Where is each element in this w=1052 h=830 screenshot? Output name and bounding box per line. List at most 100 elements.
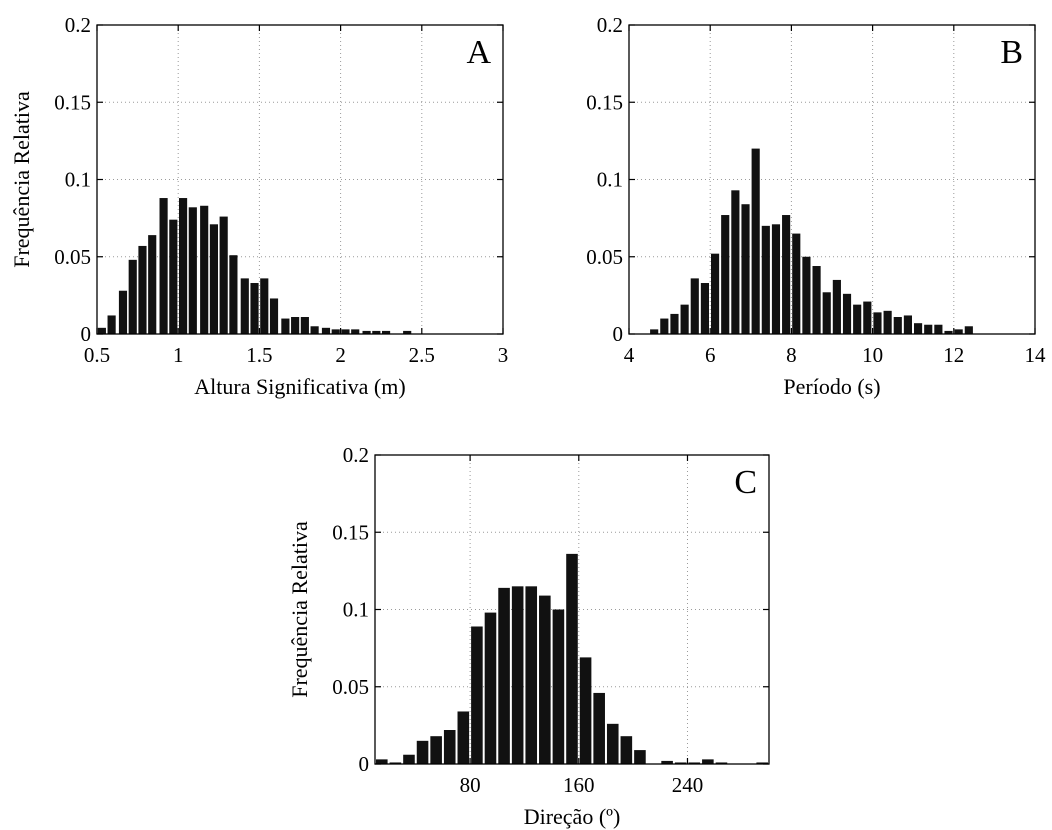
panel-b: 0 0.05 0.1 0.15 0.2 4 6 8 10 12 14 Período (s) B xyxy=(586,13,1046,399)
panel-label: B xyxy=(1000,34,1023,71)
y-tick-label: 0.1 xyxy=(343,598,369,622)
bar xyxy=(416,740,429,764)
x-tick-label: 2 xyxy=(335,343,346,367)
bar xyxy=(893,317,902,334)
bar xyxy=(291,317,300,334)
bar xyxy=(944,330,953,334)
bar xyxy=(381,330,391,334)
bar xyxy=(209,224,219,334)
bar xyxy=(873,312,882,334)
bar xyxy=(566,553,578,764)
y-tick-label: 0 xyxy=(359,752,370,776)
bar xyxy=(118,290,128,334)
panel-label: C xyxy=(734,464,757,501)
bar xyxy=(690,278,699,334)
bar xyxy=(240,278,249,334)
bar xyxy=(771,224,781,334)
panel-label: A xyxy=(466,34,491,71)
x-tick-label: 6 xyxy=(705,343,716,367)
bar xyxy=(812,266,821,334)
x-tick-label: 160 xyxy=(563,773,595,797)
y-tick-label: 0.05 xyxy=(586,245,623,269)
bar xyxy=(128,259,137,334)
y-tick-label: 0.1 xyxy=(65,168,91,192)
bar xyxy=(883,310,892,334)
bar xyxy=(457,711,470,764)
y-tick-label: 0 xyxy=(81,322,92,346)
x-tick-label: 14 xyxy=(1025,343,1047,367)
bar xyxy=(97,327,106,334)
bar xyxy=(702,759,714,764)
bar xyxy=(661,760,673,764)
bar xyxy=(680,304,689,334)
bar xyxy=(372,330,381,334)
bar xyxy=(903,315,912,334)
bar xyxy=(260,278,269,334)
bar xyxy=(321,327,331,334)
bar xyxy=(782,215,791,334)
bar xyxy=(443,730,456,764)
bar xyxy=(169,219,178,334)
bar xyxy=(674,762,687,764)
bar xyxy=(731,190,740,334)
bar xyxy=(863,301,872,334)
y-tick-label: 0.2 xyxy=(343,443,369,467)
bar xyxy=(741,204,750,334)
bar xyxy=(300,317,309,334)
bar xyxy=(650,329,659,334)
y-axis-title: Frequência Relativa xyxy=(287,521,312,698)
bar xyxy=(924,324,933,334)
bar xyxy=(552,609,565,764)
bar xyxy=(430,736,442,764)
x-tick-label: 80 xyxy=(460,773,481,797)
bar xyxy=(188,207,197,334)
bar xyxy=(579,657,592,764)
bar xyxy=(964,326,973,334)
bar xyxy=(178,198,188,334)
bar xyxy=(822,292,831,334)
bar xyxy=(107,315,116,334)
bar xyxy=(341,329,350,334)
x-tick-label: 2.5 xyxy=(409,343,435,367)
bar xyxy=(606,723,619,764)
bar xyxy=(751,148,760,334)
bar xyxy=(484,612,497,764)
bar xyxy=(159,198,168,334)
y-axis-title: Frequência Relativa xyxy=(9,91,34,268)
bar xyxy=(511,586,524,764)
bar xyxy=(802,256,811,334)
bar xyxy=(832,279,841,334)
x-axis-title: Direção (º) xyxy=(524,804,621,829)
bar xyxy=(138,245,147,334)
x-tick-label: 12 xyxy=(943,343,964,367)
y-tick-label: 0.1 xyxy=(597,168,623,192)
x-tick-label: 0.5 xyxy=(84,343,110,367)
bar xyxy=(756,762,768,764)
bar xyxy=(761,225,770,334)
bar xyxy=(721,215,730,334)
bar xyxy=(792,233,801,334)
y-tick-label: 0.15 xyxy=(54,90,91,114)
y-tick-label: 0.2 xyxy=(65,13,91,37)
bar xyxy=(389,762,402,764)
bar xyxy=(934,324,943,334)
x-axis-title: Período (s) xyxy=(783,374,880,399)
bar xyxy=(362,330,371,334)
x-tick-label: 8 xyxy=(786,343,797,367)
bars-a xyxy=(97,198,412,334)
panel-a: 0 0.05 0.1 0.15 0.2 0.5 1 1.5 2 2.5 3 Altura Signif… xyxy=(9,13,508,399)
bar xyxy=(620,736,633,764)
x-tick-label: 3 xyxy=(498,343,509,367)
bar xyxy=(700,283,709,334)
bar xyxy=(954,329,963,334)
bar xyxy=(670,313,679,334)
bar xyxy=(250,283,259,334)
x-tick-label: 1 xyxy=(173,343,184,367)
bar xyxy=(269,298,279,334)
bar xyxy=(853,304,862,334)
bar xyxy=(403,754,415,764)
bar xyxy=(660,318,669,334)
x-tick-label: 1.5 xyxy=(246,343,272,367)
x-tick-label: 4 xyxy=(624,343,635,367)
